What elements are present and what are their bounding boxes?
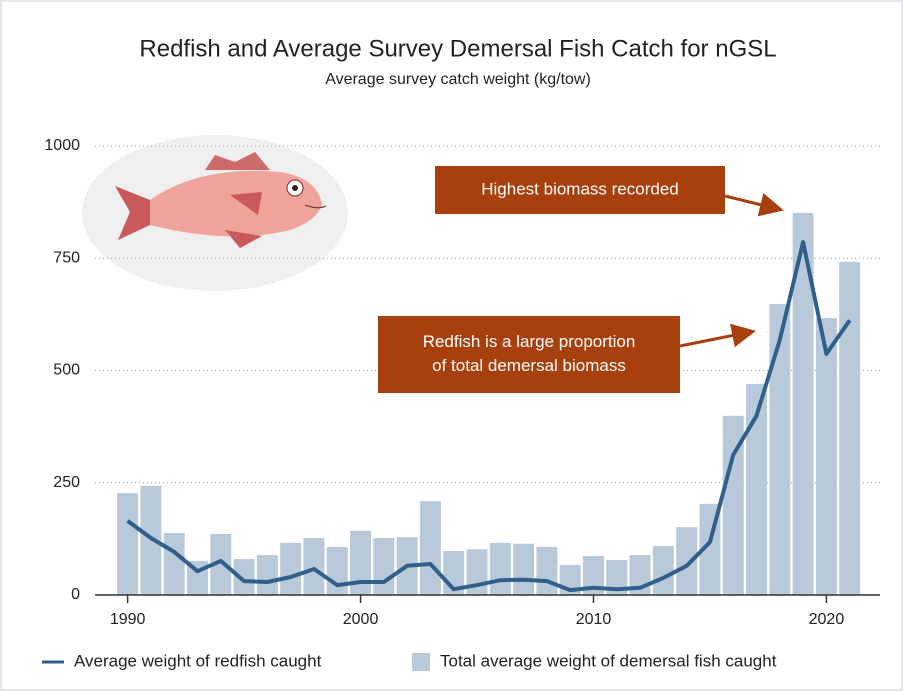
bar: [233, 559, 255, 595]
y-tick-label: 250: [53, 474, 80, 491]
bar: [839, 261, 861, 595]
bar: [536, 546, 558, 595]
chart-title: Redfish and Average Survey Demersal Fish…: [139, 35, 776, 62]
annotation-text: Redfish is a large proportion: [423, 332, 636, 351]
legend-swatch: [412, 653, 430, 671]
y-tick-label: 750: [53, 249, 80, 266]
bar: [513, 543, 535, 595]
bar: [373, 537, 395, 595]
bar: [350, 530, 372, 595]
annotation-text: Highest biomass recorded: [481, 179, 678, 198]
annotation-box: [378, 316, 680, 393]
chart-subtitle: Average survey catch weight (kg/tow): [325, 71, 591, 88]
y-tick-label: 500: [53, 362, 80, 379]
bar: [722, 415, 744, 595]
line: [126, 240, 852, 593]
bar: [117, 493, 139, 595]
bar: [163, 533, 185, 595]
fish-illustration: [82, 135, 348, 291]
bar: [326, 546, 348, 595]
annotation-arrow: [724, 193, 784, 217]
x-tick-label: 1990: [110, 611, 146, 628]
y-tick-label: 0: [71, 586, 80, 603]
annotation-box: [435, 166, 725, 214]
x-tick-label: 2010: [576, 611, 612, 628]
x-tick-label: 2020: [809, 611, 845, 628]
bar: [583, 555, 604, 595]
bar: [746, 383, 768, 595]
bar: [280, 542, 302, 595]
bar: [815, 317, 837, 595]
legend-label: Total average weight of demersal fish ca…: [440, 651, 777, 670]
annotation-text: of total demersal biomass: [432, 356, 626, 375]
bar: [676, 527, 698, 595]
bar: [210, 533, 232, 595]
x-tick-label: 2000: [343, 611, 379, 628]
bar: [606, 559, 628, 595]
bar: [489, 542, 511, 595]
bar: [652, 546, 674, 595]
y-tick-label: 1000: [44, 137, 80, 154]
bar: [792, 212, 814, 595]
bar: [769, 304, 791, 595]
bar: [303, 537, 325, 595]
bar: [140, 485, 162, 595]
bar: [419, 501, 441, 595]
annotation-arrow: [679, 323, 756, 348]
bar: [256, 555, 278, 595]
legend-label: Average weight of redfish caught: [74, 651, 322, 670]
